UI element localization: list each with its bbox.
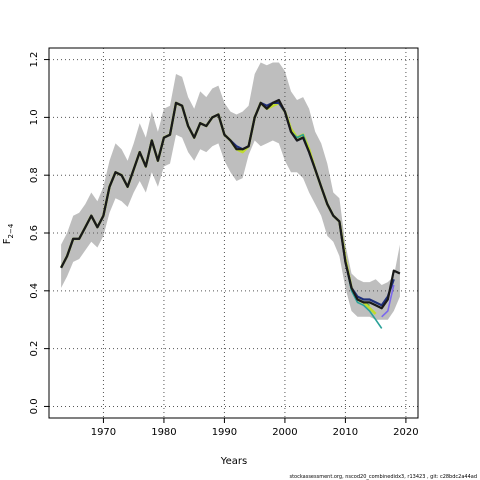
footer-caption: stockassessment.org, nscod20_combinedidx… [289, 474, 477, 480]
x-tick-label-1980: 1980 [151, 427, 176, 438]
y-axis-title: F2−4 [2, 223, 15, 244]
grid-layer [49, 48, 418, 418]
x-tick-label-2020: 2020 [393, 427, 418, 438]
series-layer [59, 98, 401, 329]
svg-text:F2−4: F2−4 [2, 223, 15, 244]
x-tick-label-2000: 2000 [272, 427, 297, 438]
y-tick-label-1.2: 1.2 [29, 52, 40, 68]
y-axis-title-main: F [2, 238, 13, 244]
y-tick-label-0.4: 0.4 [29, 283, 40, 299]
y-tick-label-0: 0.0 [29, 398, 40, 414]
x-tick-label-1990: 1990 [212, 427, 237, 438]
y-axis-title-subscript: 2−4 [7, 223, 15, 238]
y-tick-label-1: 1.0 [29, 109, 40, 125]
y-tick-label-0.2: 0.2 [29, 341, 40, 357]
confidence-band [61, 62, 400, 320]
y-tick-label-0.6: 0.6 [29, 225, 40, 241]
series-line-1 [60, 98, 401, 310]
y-tick-label-0.8: 0.8 [29, 167, 40, 183]
series-line-6 [381, 284, 395, 318]
x-axis-title: Years [220, 456, 247, 467]
confidence-band-layer [61, 62, 400, 320]
x-tick-label-1970: 1970 [91, 427, 116, 438]
axes-layer: 1970 1980 1990 2000 2010 2020 0.0 0.2 0.4 0.6 0.8 1… [29, 47, 419, 438]
x-tick-label-2010: 2010 [333, 427, 358, 438]
